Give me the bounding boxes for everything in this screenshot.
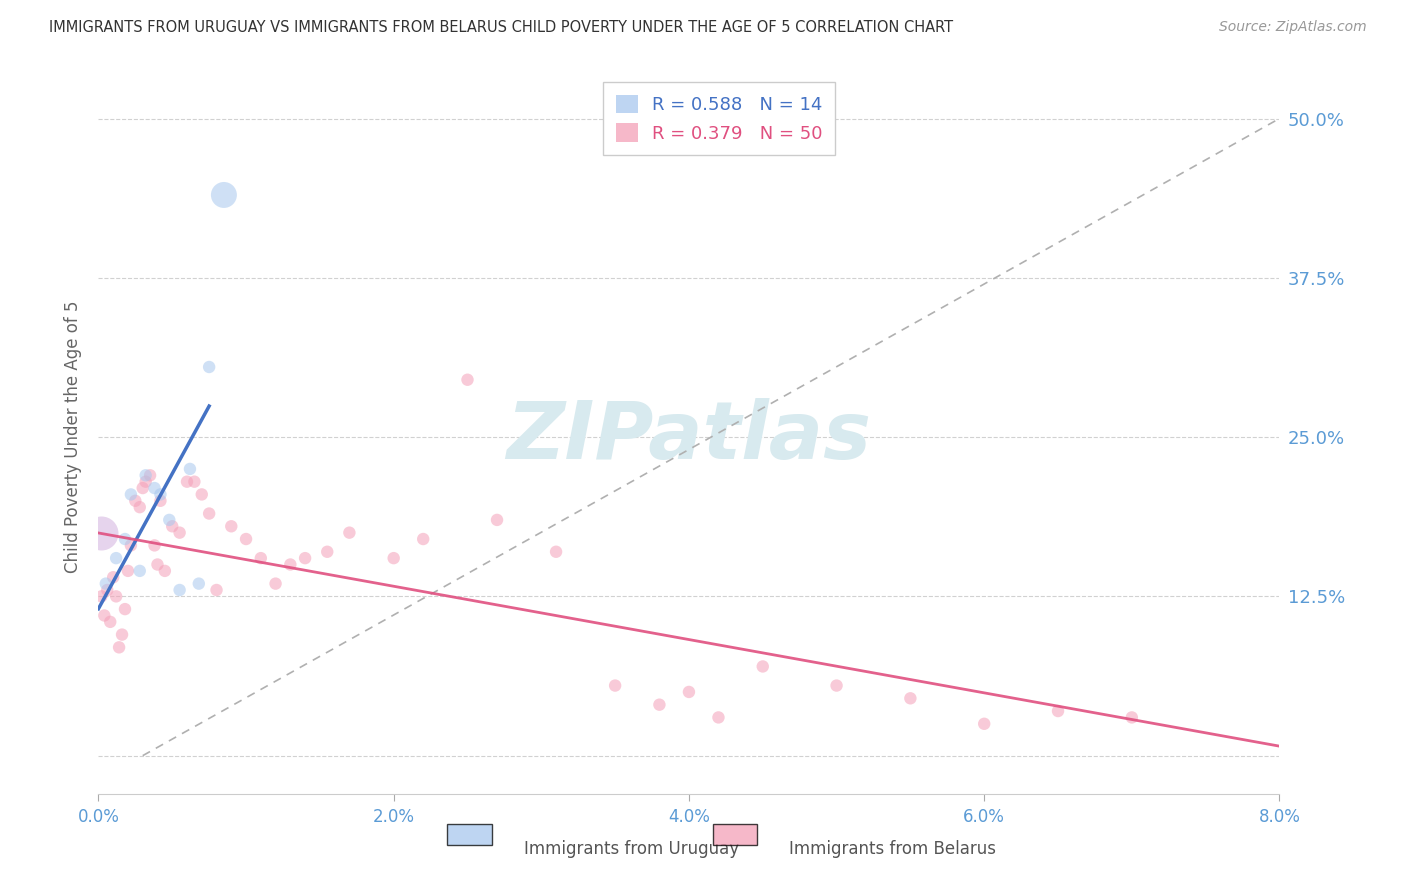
Point	[135, 475, 157, 489]
Point	[139, 468, 162, 483]
Point	[90, 590, 112, 604]
Point	[179, 462, 201, 476]
Point	[108, 640, 131, 655]
Point	[205, 582, 228, 597]
Point	[412, 532, 434, 546]
Point	[825, 679, 848, 693]
Point	[157, 513, 180, 527]
Point	[221, 519, 243, 533]
Point	[149, 487, 172, 501]
Point	[316, 545, 339, 559]
Point	[198, 359, 221, 374]
Point	[103, 570, 125, 584]
Point	[105, 551, 128, 566]
Text: Immigrants from Uruguay: Immigrants from Uruguay	[523, 840, 738, 858]
Point	[191, 487, 214, 501]
Text: IMMIGRANTS FROM URUGUAY VS IMMIGRANTS FROM BELARUS CHILD POVERTY UNDER THE AGE O: IMMIGRANTS FROM URUGUAY VS IMMIGRANTS FR…	[49, 20, 953, 35]
Point	[146, 558, 169, 572]
Point	[280, 558, 302, 572]
Point	[900, 691, 922, 706]
Point	[198, 507, 221, 521]
Point	[162, 519, 183, 533]
Text: Immigrants from Belarus: Immigrants from Belarus	[789, 840, 997, 858]
Point	[605, 679, 627, 693]
Point	[124, 493, 146, 508]
Point	[707, 710, 730, 724]
Point	[546, 545, 568, 559]
Point	[128, 564, 150, 578]
Point	[114, 602, 136, 616]
Point	[235, 532, 257, 546]
Point	[176, 475, 198, 489]
Point	[486, 513, 509, 527]
Point	[1121, 710, 1143, 724]
Point	[93, 608, 115, 623]
Point	[339, 525, 361, 540]
Point	[117, 564, 139, 578]
Point	[149, 493, 172, 508]
Y-axis label: Child Poverty Under the Age of 5: Child Poverty Under the Age of 5	[65, 301, 83, 574]
Point	[294, 551, 316, 566]
Point	[114, 532, 136, 546]
Point	[212, 188, 235, 202]
Point	[105, 590, 128, 604]
Point	[169, 582, 191, 597]
Legend: R = 0.588   N = 14, R = 0.379   N = 50: R = 0.588 N = 14, R = 0.379 N = 50	[603, 82, 835, 155]
Point	[135, 468, 157, 483]
Point	[382, 551, 405, 566]
Point	[187, 576, 209, 591]
Text: ZIPatlas: ZIPatlas	[506, 398, 872, 476]
Point	[120, 538, 142, 552]
Point	[90, 525, 112, 540]
Point	[132, 481, 155, 495]
Point	[1046, 704, 1070, 718]
Point	[169, 525, 191, 540]
Point	[250, 551, 273, 566]
Point	[111, 627, 134, 641]
Point	[143, 481, 166, 495]
Point	[143, 538, 166, 552]
Point	[153, 564, 176, 578]
Point	[96, 582, 118, 597]
Point	[457, 373, 479, 387]
FancyBboxPatch shape	[447, 824, 492, 846]
Point	[94, 576, 117, 591]
Point	[678, 685, 700, 699]
Point	[128, 500, 150, 515]
FancyBboxPatch shape	[713, 824, 758, 846]
Point	[264, 576, 287, 591]
Point	[648, 698, 671, 712]
Text: Source: ZipAtlas.com: Source: ZipAtlas.com	[1219, 20, 1367, 34]
Point	[752, 659, 775, 673]
Point	[98, 615, 121, 629]
Point	[120, 487, 142, 501]
Point	[183, 475, 205, 489]
Point	[973, 716, 995, 731]
